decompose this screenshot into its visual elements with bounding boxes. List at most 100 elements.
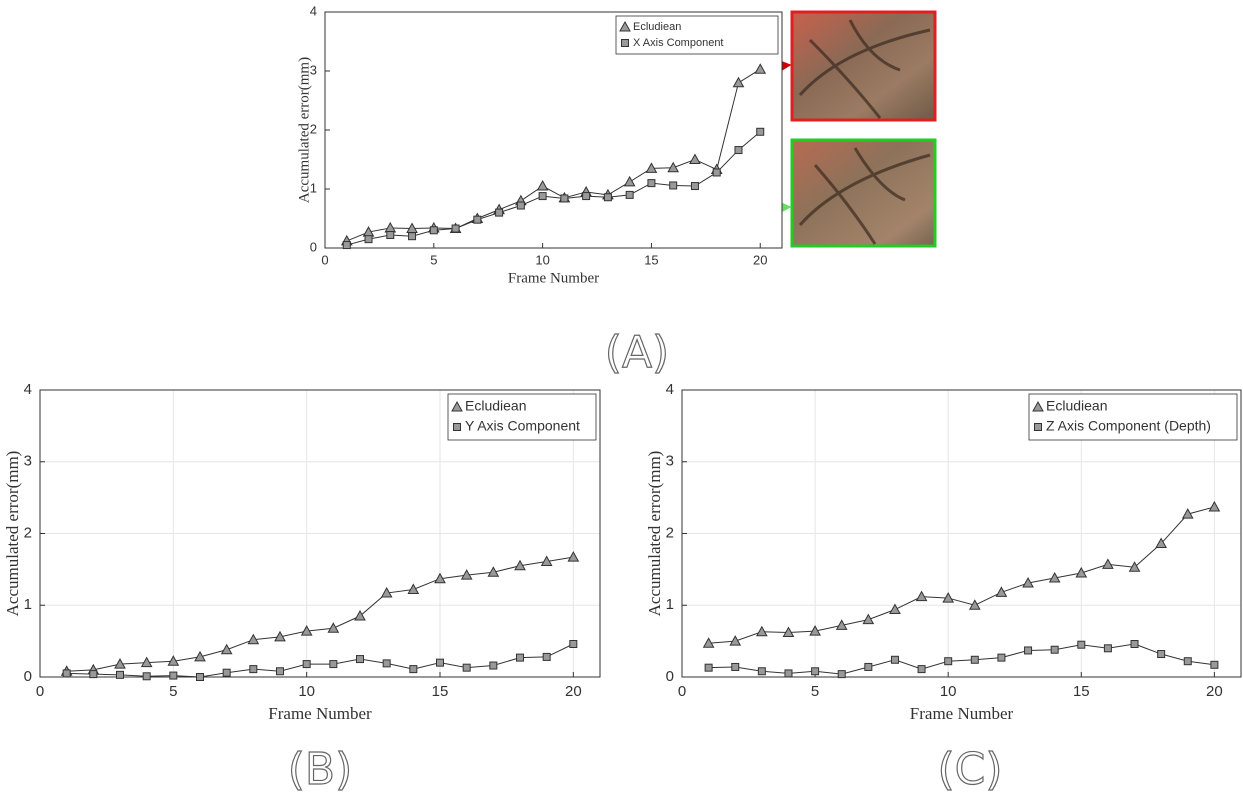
point-triangle bbox=[782, 626, 795, 638]
x-axis-label: Frame Number bbox=[268, 704, 372, 723]
legend-marker bbox=[453, 423, 461, 431]
point-triangle bbox=[300, 625, 313, 636]
point-triangle bbox=[889, 603, 901, 615]
point-square bbox=[734, 146, 743, 155]
point-triangle bbox=[1181, 508, 1194, 519]
point-square bbox=[669, 181, 678, 190]
x-tick-label: 15 bbox=[432, 683, 449, 700]
point-square bbox=[542, 652, 551, 661]
point-square bbox=[997, 653, 1006, 662]
point-triangle bbox=[460, 569, 473, 580]
point-square bbox=[222, 668, 231, 677]
point-square bbox=[1183, 657, 1192, 666]
y-axis-label: Accumulated error(mm) bbox=[645, 451, 664, 617]
image-texture bbox=[798, 19, 931, 119]
y-tick-label: 1 bbox=[310, 180, 317, 195]
point-square bbox=[356, 655, 364, 664]
legend-marker bbox=[1034, 423, 1042, 431]
plot-frame bbox=[324, 11, 783, 249]
x-tick-label: 20 bbox=[1206, 683, 1223, 700]
y-tick-label: 2 bbox=[310, 121, 317, 136]
point-square bbox=[625, 190, 634, 199]
point-square bbox=[970, 655, 979, 664]
x-tick-label: 0 bbox=[36, 683, 44, 700]
point-square bbox=[864, 662, 873, 671]
x-tick-label: 10 bbox=[535, 252, 549, 267]
legend-label: Y Axis Component bbox=[465, 418, 580, 434]
point-square bbox=[451, 224, 460, 233]
legend-marker bbox=[621, 39, 629, 47]
x-axis-label: Frame Number bbox=[508, 270, 599, 286]
point-triangle bbox=[540, 555, 553, 566]
point-triangle bbox=[1075, 566, 1088, 578]
y-tick-label: 1 bbox=[666, 596, 674, 613]
point-square bbox=[890, 655, 899, 664]
x-tick-label: 10 bbox=[940, 683, 957, 700]
point-square bbox=[249, 665, 258, 674]
point-square bbox=[329, 660, 338, 669]
panel-label: (C) bbox=[937, 744, 1002, 795]
point-triangle bbox=[862, 613, 875, 625]
point-square bbox=[408, 232, 417, 241]
point-square bbox=[837, 670, 846, 679]
x-axis-label: Frame Number bbox=[910, 704, 1014, 723]
point-triangle bbox=[514, 559, 526, 571]
point-triangle bbox=[487, 566, 500, 577]
point-square bbox=[582, 192, 591, 201]
point-square bbox=[560, 194, 569, 203]
point-square bbox=[276, 667, 284, 676]
point-triangle bbox=[809, 625, 821, 636]
point-square bbox=[1157, 650, 1166, 659]
point-triangle bbox=[645, 162, 658, 173]
point-square bbox=[538, 192, 547, 201]
point-triangle bbox=[968, 599, 981, 610]
x-tick-label: 0 bbox=[321, 252, 328, 267]
series-line bbox=[66, 643, 574, 678]
x-tick-label: 10 bbox=[298, 683, 315, 700]
point-triangle bbox=[567, 551, 580, 562]
point-square bbox=[1077, 640, 1086, 649]
series-line bbox=[708, 506, 1215, 644]
x-tick-label: 20 bbox=[565, 683, 582, 700]
point-square bbox=[731, 662, 740, 671]
x-tick-label: 0 bbox=[678, 683, 686, 700]
y-tick-label: 0 bbox=[24, 668, 32, 685]
y-axis-label: Accumulated error(mm) bbox=[3, 451, 22, 617]
point-square bbox=[169, 671, 178, 680]
point-triangle bbox=[729, 635, 742, 646]
point-square bbox=[756, 127, 765, 136]
point-triangle bbox=[380, 587, 393, 598]
point-square bbox=[62, 669, 71, 678]
point-square bbox=[495, 208, 504, 217]
point-triangle bbox=[1022, 576, 1034, 588]
legend-box bbox=[615, 15, 779, 55]
point-square bbox=[569, 639, 578, 648]
point-square bbox=[436, 658, 444, 667]
y-tick-label: 4 bbox=[24, 381, 32, 398]
legend-label: Ecludiean bbox=[1046, 398, 1108, 414]
point-square bbox=[811, 667, 820, 676]
x-tick-label: 5 bbox=[430, 252, 437, 267]
point-square bbox=[473, 215, 482, 224]
point-square bbox=[196, 673, 204, 681]
y-tick-label: 0 bbox=[310, 239, 317, 254]
panel-label: (A) bbox=[605, 327, 669, 378]
point-triangle bbox=[756, 625, 768, 637]
point-triangle bbox=[915, 590, 928, 602]
y-tick-label: 3 bbox=[310, 62, 317, 77]
point-square bbox=[142, 672, 151, 681]
point-triangle bbox=[247, 633, 260, 645]
point-square bbox=[1050, 645, 1059, 654]
y-tick-label: 0 bbox=[666, 668, 674, 685]
point-square bbox=[516, 653, 524, 662]
y-tick-label: 3 bbox=[666, 453, 674, 470]
point-square bbox=[1210, 660, 1219, 669]
zoom-image-green bbox=[790, 138, 937, 248]
point-triangle bbox=[835, 619, 848, 630]
point-triangle bbox=[140, 656, 153, 668]
x-tick-label: 15 bbox=[644, 252, 658, 267]
legend-marker bbox=[619, 20, 631, 32]
legend-label: X Axis Component bbox=[633, 37, 724, 49]
zoom-image-red bbox=[790, 10, 937, 122]
